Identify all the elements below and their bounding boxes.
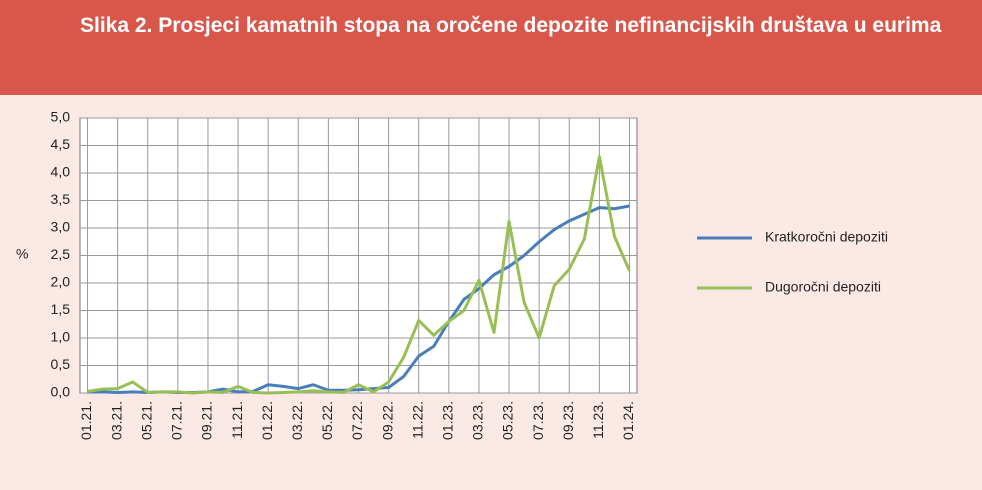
x-tick-label: 07.23. — [530, 401, 546, 440]
header-band — [0, 0, 982, 95]
series-line — [87, 155, 631, 395]
x-tick-label: 11.21. — [229, 401, 245, 439]
x-tick-label: 03.21. — [108, 401, 124, 440]
x-tick-label: 09.22. — [379, 401, 395, 440]
x-tick-label: 09.21. — [199, 401, 215, 440]
y-tick-label: 1,0 — [51, 329, 71, 345]
y-tick-label: 2,5 — [51, 246, 71, 262]
x-tick-label: 07.22. — [349, 401, 365, 440]
x-tick-label: 05.23. — [500, 401, 516, 440]
y-axis-label: % — [16, 246, 28, 262]
y-tick-label: 4,0 — [51, 164, 71, 180]
x-tick-label: 01.24. — [620, 401, 636, 440]
x-tick-label: 07.21. — [169, 401, 185, 440]
y-tick-label: 2,0 — [51, 274, 71, 290]
legend-label: Kratkoročni depoziti — [765, 229, 888, 245]
y-tick-label: 0,0 — [51, 384, 71, 400]
y-tick-label: 4,5 — [51, 136, 71, 152]
y-tick-label: 3,5 — [51, 191, 71, 207]
chart-title: Slika 2. Prosjeci kamatnih stopa na oroč… — [80, 14, 942, 37]
x-tick-label: 03.22. — [289, 401, 305, 440]
title-box: Slika 2. Prosjeci kamatnih stopa na oroč… — [80, 14, 942, 37]
x-tick-label: 01.22. — [259, 401, 275, 440]
x-tick-label: 11.23. — [590, 401, 606, 439]
y-tick-label: 3,0 — [51, 219, 71, 235]
x-tick-label: 01.23. — [440, 401, 456, 440]
y-tick-label: 5,0 — [51, 109, 71, 125]
y-tick-label: 1,5 — [51, 301, 71, 317]
x-tick-label: 11.22. — [409, 401, 425, 439]
x-tick-label: 03.23. — [470, 401, 486, 440]
x-tick-label: 01.21. — [78, 401, 94, 440]
y-tick-label: 0,5 — [51, 356, 71, 372]
x-tick-label: 09.23. — [560, 401, 576, 440]
legend-label: Dugoročni depoziti — [765, 279, 881, 295]
x-tick-label: 05.21. — [138, 401, 154, 440]
x-tick-label: 05.22. — [319, 401, 335, 440]
